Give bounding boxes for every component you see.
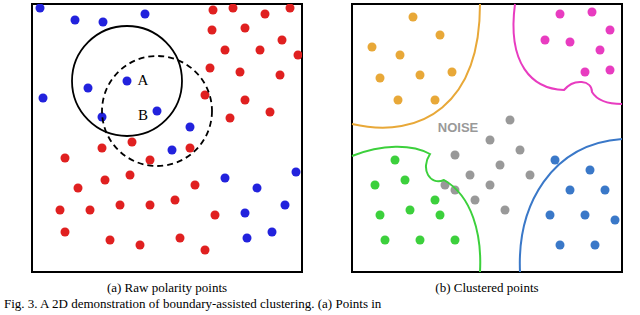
html-text:(b) Clustered points: (b) Clustered points xyxy=(435,280,539,295)
svg-text:B: B xyxy=(138,107,148,123)
html-text:Fig. 3. A 2D demonstration of: Fig. 3. A 2D demonstration of boundary-a… xyxy=(4,296,382,311)
html-text:(a) Raw polarity points: (a) Raw polarity points xyxy=(106,280,228,295)
svg-text:A: A xyxy=(138,72,149,88)
svg-text:NOISE: NOISE xyxy=(438,120,479,135)
